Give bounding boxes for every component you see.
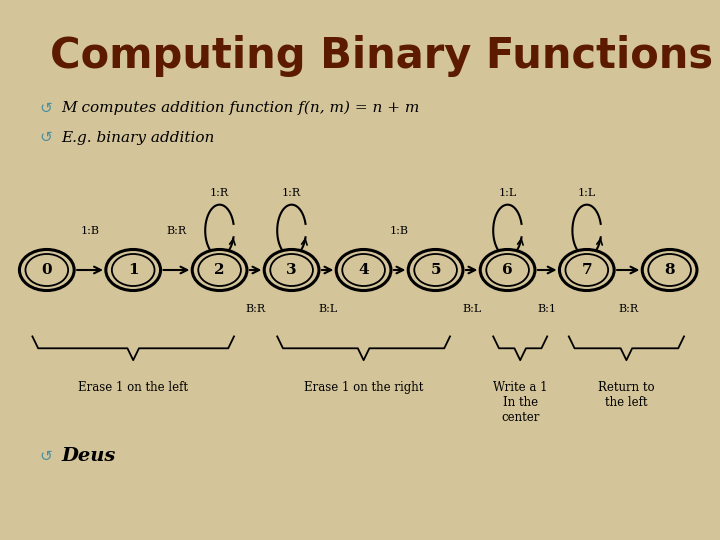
Text: Computing Binary Functions: Computing Binary Functions xyxy=(50,35,714,77)
Circle shape xyxy=(192,249,247,291)
Text: Deus: Deus xyxy=(61,447,116,465)
Text: 1:B: 1:B xyxy=(81,226,99,236)
Circle shape xyxy=(106,249,161,291)
Text: ↺: ↺ xyxy=(40,130,53,145)
Text: B:R: B:R xyxy=(166,226,186,236)
Text: Write a 1
In the
center: Write a 1 In the center xyxy=(493,381,547,424)
Text: 1:B: 1:B xyxy=(390,226,409,236)
Text: 1:R: 1:R xyxy=(282,188,301,198)
Circle shape xyxy=(19,249,74,291)
Text: B:R: B:R xyxy=(246,304,266,314)
Text: 8: 8 xyxy=(665,263,675,277)
Text: 2: 2 xyxy=(215,263,225,277)
Text: Erase 1 on the right: Erase 1 on the right xyxy=(304,381,423,394)
Text: Return to
the left: Return to the left xyxy=(598,381,654,409)
Text: M computes addition function f(n, m) = n + m: M computes addition function f(n, m) = n… xyxy=(61,101,420,115)
Text: 1:R: 1:R xyxy=(210,188,229,198)
Text: 1: 1 xyxy=(128,263,138,277)
Text: ↺: ↺ xyxy=(40,449,53,464)
Text: 5: 5 xyxy=(431,263,441,277)
Text: B:L: B:L xyxy=(318,304,337,314)
Text: 6: 6 xyxy=(503,263,513,277)
Text: 4: 4 xyxy=(359,263,369,277)
Text: ↺: ↺ xyxy=(40,100,53,116)
Circle shape xyxy=(336,249,391,291)
Text: 3: 3 xyxy=(287,263,297,277)
Text: B:1: B:1 xyxy=(538,304,557,314)
Circle shape xyxy=(408,249,463,291)
Circle shape xyxy=(642,249,697,291)
Text: 0: 0 xyxy=(42,263,52,277)
Text: Erase 1 on the left: Erase 1 on the left xyxy=(78,381,188,394)
Text: B:R: B:R xyxy=(618,304,638,314)
Text: B:L: B:L xyxy=(462,304,481,314)
Circle shape xyxy=(264,249,319,291)
Text: 1:L: 1:L xyxy=(498,188,517,198)
Text: 7: 7 xyxy=(582,263,592,277)
Text: 1:L: 1:L xyxy=(577,188,596,198)
Circle shape xyxy=(559,249,614,291)
Text: E.g. binary addition: E.g. binary addition xyxy=(61,131,215,145)
Circle shape xyxy=(480,249,535,291)
